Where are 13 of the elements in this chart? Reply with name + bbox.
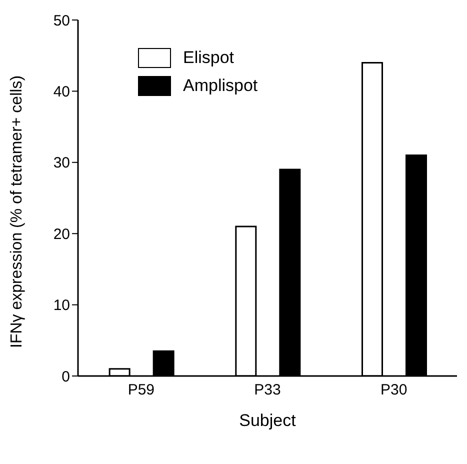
y-tick-label: 0 bbox=[62, 368, 70, 386]
legend-label: Elispot bbox=[183, 48, 234, 68]
y-tick-label: 20 bbox=[53, 226, 70, 243]
y-axis-title: IFNγ expression (% of tetramer+ cells) bbox=[8, 75, 26, 348]
y-tick-label: 50 bbox=[53, 12, 70, 30]
x-tick-label: P33 bbox=[254, 382, 281, 399]
x-axis-title: Subject bbox=[239, 411, 296, 430]
legend-label: Amplispot bbox=[183, 76, 258, 96]
y-tick-label: 30 bbox=[53, 154, 70, 172]
x-tick-label: P59 bbox=[128, 382, 155, 399]
y-tick-label: 40 bbox=[53, 84, 70, 101]
y-tick-label: 10 bbox=[53, 297, 70, 314]
x-tick-label: P30 bbox=[380, 382, 408, 399]
